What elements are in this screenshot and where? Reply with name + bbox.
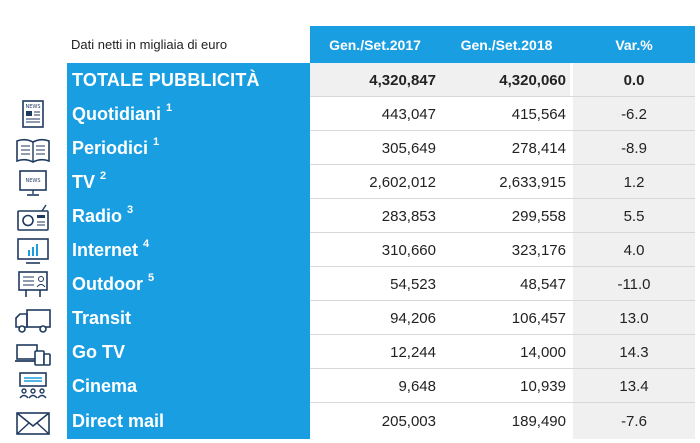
column-header-variation: Var.% [573,26,695,63]
cinema-icon [14,371,52,401]
value-variation: 13.4 [573,369,695,403]
value-2017: 2,602,012 [369,173,436,191]
value-2018: 299,558 [511,207,566,225]
value-2018: 14,000 [520,343,566,361]
value-variation: -7.6 [573,403,695,439]
value-2017: 94,206 [390,309,436,327]
value-variation: 1.2 [573,165,695,199]
value-2018: 106,457 [511,309,566,327]
row-label: Transit [67,301,310,335]
table-row: Go TV 12,244 14,000 14.3 [0,335,700,369]
row-label: Go TV [67,335,310,369]
value-variation: 5.5 [573,199,695,233]
table-row: NEWS Quotidiani 1 443,047 415,564 -6.2 [0,97,700,131]
value-2017: 4,320,847 [310,63,440,97]
monitor-icon [14,236,52,266]
billboard-icon [14,269,52,299]
row-label: TOTALE PUBBLICITÀ [67,63,310,97]
value-2018: 2,633,915 [499,173,566,191]
table-row: Cinema 9,648 10,939 13.4 [0,369,700,403]
table-row: NEWS TV 2 2,602,012 2,633,915 1.2 [0,165,700,199]
devices-icon [14,339,52,369]
value-2018: 415,564 [511,105,566,123]
table-row: Outdoor 5 54,523 48,547 -11.0 [0,267,700,301]
table-row: Periodici 1 305,649 278,414 -8.9 [0,131,700,165]
value-2018: 48,547 [520,275,566,293]
value-variation: 14.3 [573,335,695,369]
value-2018: 278,414 [511,139,566,157]
row-label: Outdoor 5 [67,267,310,301]
newspaper-icon: NEWS [14,99,52,129]
magazine-icon [14,135,52,165]
value-2018: 4,320,060 [440,63,570,97]
value-variation: -8.9 [573,131,695,165]
value-2017: 443,047 [381,105,436,123]
value-2018: 323,176 [511,241,566,259]
table-row: Radio 3 283,853 299,558 5.5 [0,199,700,233]
row-label: Radio 3 [67,199,310,233]
value-variation: -6.2 [573,97,695,131]
row-label: Periodici 1 [67,131,310,165]
value-2017: 205,003 [381,412,436,430]
column-header-2017: Gen./Set.2017 [310,26,440,63]
value-2017: 9,648 [398,377,436,395]
value-2017: 12,244 [390,343,436,361]
value-2018: 10,939 [520,377,566,395]
row-label: Quotidiani 1 [67,97,310,131]
table-row-total: TOTALE PUBBLICITÀ 4,320,847 4,320,060 0.… [0,63,700,97]
tv-icon: NEWS [14,168,52,198]
envelope-icon [14,408,52,438]
value-variation: 13.0 [573,301,695,335]
truck-icon [14,305,52,335]
table-row: Transit 94,206 106,457 13.0 [0,301,700,335]
svg-text:NEWS: NEWS [25,104,40,110]
table-row: Direct mail 205,003 189,490 -7.6 [0,403,700,439]
column-header-2018: Gen./Set.2018 [440,26,573,63]
radio-icon [14,203,52,233]
value-2017: 305,649 [381,139,436,157]
svg-text:NEWS: NEWS [25,178,40,184]
row-label: Direct mail [67,403,310,439]
row-label: Internet 4 [67,233,310,267]
row-label: TV 2 [67,165,310,199]
row-label: Cinema [67,369,310,403]
value-variation: 4.0 [573,233,695,267]
value-2018: 189,490 [511,412,566,430]
value-2017: 54,523 [390,275,436,293]
value-variation: -11.0 [573,267,695,301]
table-row: Internet 4 310,660 323,176 4.0 [0,233,700,267]
value-variation: 0.0 [573,63,695,97]
table-caption: Dati netti in migliaia di euro [71,37,228,52]
value-2017: 310,660 [381,241,436,259]
value-2017: 283,853 [381,207,436,225]
